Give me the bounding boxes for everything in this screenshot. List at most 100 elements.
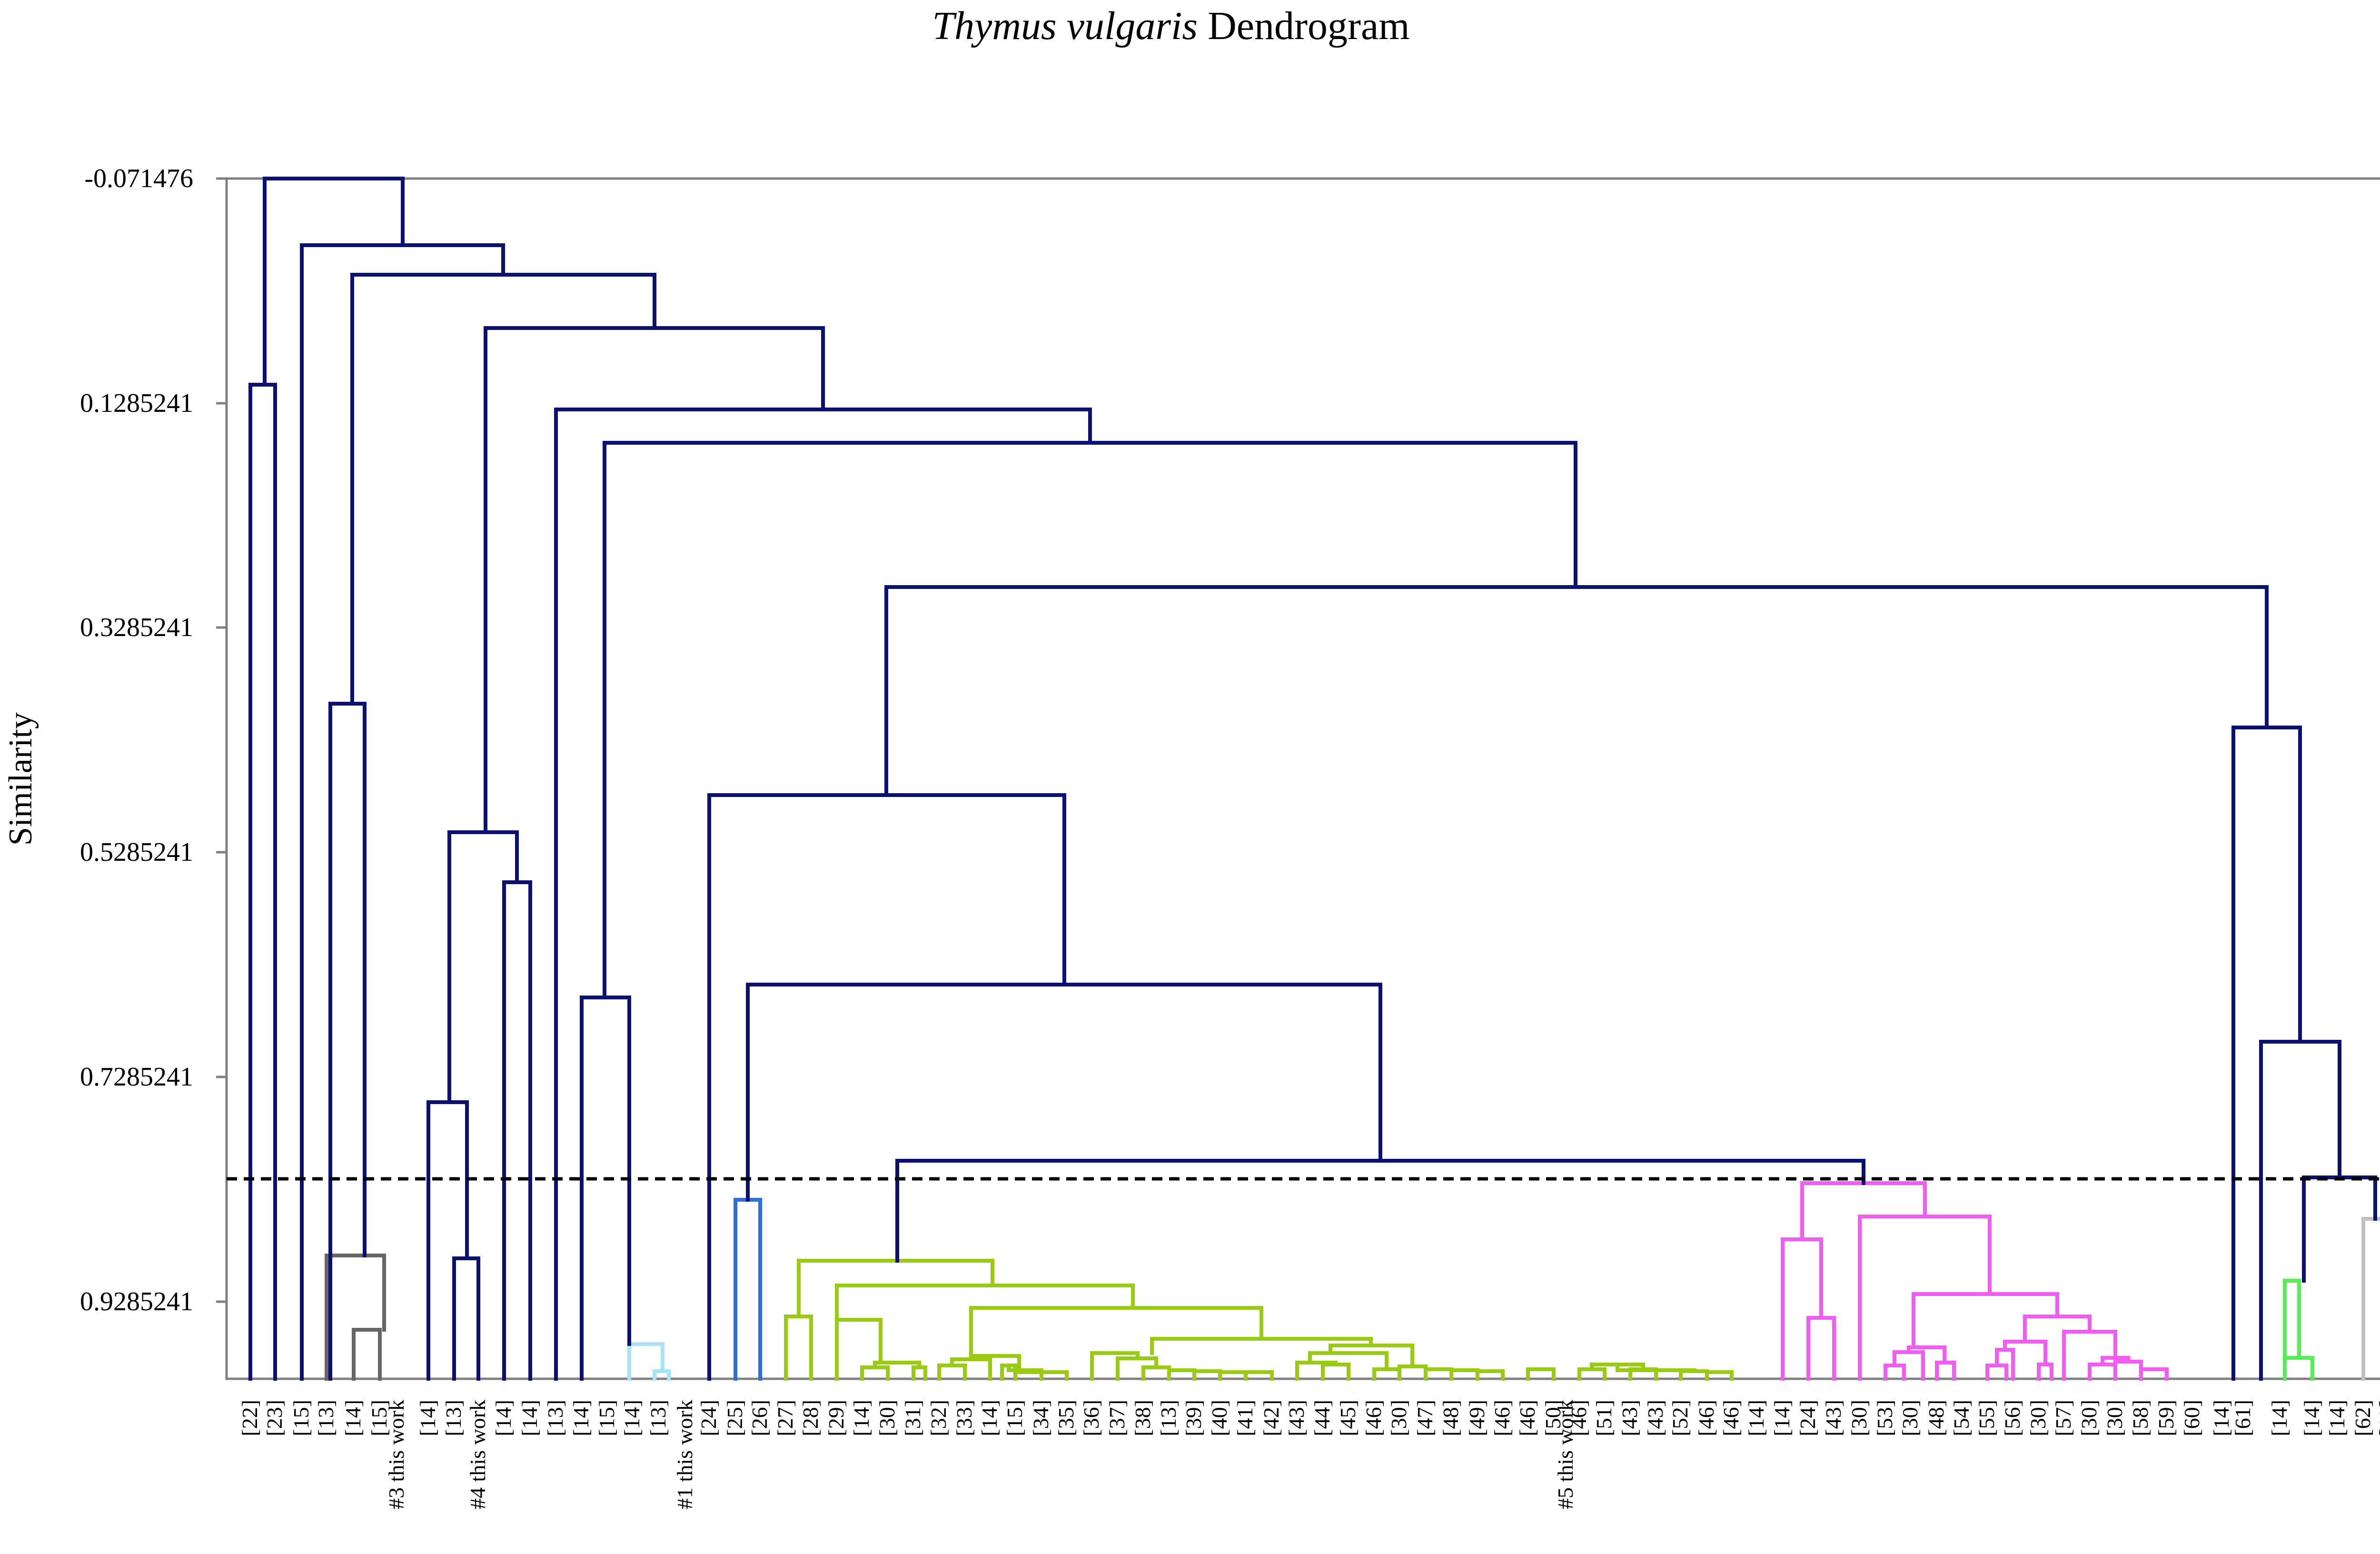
leaf-label: [14] [1744,1400,1768,1436]
leaf-label: [14] [341,1400,365,1436]
leaf-label: [58] [2128,1400,2152,1436]
leaf-label: [22] [238,1400,262,1436]
leaf-label: [46] [1515,1400,1539,1436]
leaf-label: [51] [1592,1400,1616,1436]
leaf-label: [33] [952,1400,976,1436]
leaf-label: [46] [1490,1400,1514,1436]
leaf-label: [14] [2267,1400,2291,1436]
leaf-label: [48] [1924,1400,1948,1436]
chart-title: Thymus vulgaris Dendrogram [0,0,2342,52]
leaf-label: [60] [2180,1400,2204,1436]
leaf-label: [37] [1105,1400,1129,1436]
leaf-label: [14] [569,1400,593,1436]
leaf-label: [40] [1207,1400,1231,1436]
leaf-label: [29] [824,1400,848,1436]
leaf-label: [24] [696,1400,721,1436]
leaf-label: [15] [367,1400,391,1436]
leaf-label: [14] [2300,1400,2324,1436]
leaf-label: [30] [875,1400,899,1436]
y-tick-label: 0.7285241 [80,1062,193,1092]
leaf-label: [57] [2051,1400,2075,1436]
leaf-label: [30] [2102,1400,2127,1436]
leaf-label: #1 this work [673,1400,697,1509]
leaf-label: [13] [543,1400,567,1436]
leaf-label: [30] [1387,1400,1411,1436]
chart-title-italic: Thymus vulgaris [932,4,1198,48]
y-tick-label: -0.071476 [84,164,193,193]
leaf-label: [14] [2325,1400,2349,1436]
leaf-label: [56] [2000,1400,2024,1436]
leaf-label: [43] [1617,1400,1642,1436]
leaf-label: [34] [1029,1400,1053,1436]
leaf-label: [28] [798,1400,823,1436]
leaf-label: [49] [1465,1400,1489,1436]
leaf-label: [46] [1567,1400,1591,1436]
leaf-label: [14] [977,1400,1002,1436]
leaf-label: [38] [1130,1400,1155,1436]
leaf-label: [13] [1156,1400,1180,1436]
leaf-label: [13] [441,1400,466,1436]
leaf-labels: [22] [23] [15] [13] [14] [15]#3 this work [14]… [238,1400,2380,1509]
leaf-label: [53] [1873,1400,1897,1436]
leaf-label: [27] [773,1400,797,1436]
leaf-label: #5 this work [1553,1400,1577,1509]
y-tick-label: 0.1285241 [80,388,193,418]
y-tick-label: 0.9285241 [80,1287,193,1316]
leaf-label: [36] [1079,1400,1103,1436]
leaf-label: [23] [262,1400,287,1436]
chart-title-rest: Dendrogram [1198,4,1410,48]
leaf-label: [59] [2154,1400,2178,1436]
leaf-label: [30] [1898,1400,1922,1436]
leaf-label: [55] [1974,1400,1999,1436]
leaf-label: [15] [595,1400,619,1436]
leaf-label: #4 this work [466,1400,490,1509]
leaf-label: [46] [1719,1400,1743,1436]
leaf-label: [13] [646,1400,670,1436]
leaf-label: [54] [1949,1400,1973,1436]
dendrogram-links [248,177,2380,1381]
leaf-label: [44] [1310,1400,1334,1436]
leaf-label: [14] [517,1400,542,1436]
leaf-label: [50] [1541,1400,1565,1436]
leaf-label: [30] [2077,1400,2101,1436]
leaf-label: [39] [1181,1400,1206,1436]
leaf-label: [52] [1668,1400,1692,1436]
leaf-label: [43] [1643,1400,1667,1436]
leaf-label: [45] [1336,1400,1360,1436]
leaf-label: [43] [1284,1400,1309,1436]
leaf-label: [43] [1821,1400,1845,1436]
y-tick-label: 0.3285241 [80,613,193,642]
leaf-label: [46] [1694,1400,1718,1436]
leaf-label: [14] [849,1400,873,1436]
leaf-label: [32] [926,1400,951,1436]
y-ticks: -0.071476 0.1285241 0.3285241 0.5285241 0.72… [80,164,227,1316]
leaf-label: [24] [1795,1400,1820,1436]
leaf-label: [30] [1847,1400,1871,1436]
leaf-label: [25] [723,1400,747,1436]
leaf-label: [42] [1259,1400,1283,1436]
leaf-label: [26] [747,1400,772,1436]
leaf-label: [15] [1002,1400,1027,1436]
leaf-label: [15] [289,1400,313,1436]
y-tick-label: 0.5285241 [80,837,193,867]
leaf-label: [61] [2231,1400,2255,1436]
leaf-label: [13] [314,1400,338,1436]
leaf-label: [48] [1438,1400,1463,1436]
leaf-label: [14] [2209,1400,2233,1436]
leaf-label: [62] [2350,1400,2375,1436]
leaf-label: [14] [1770,1400,1794,1436]
leaf-label: [14] [620,1400,644,1436]
leaf-label: [35] [1054,1400,1078,1436]
leaf-label: [14] [416,1400,440,1436]
leaf-label: [30] [2026,1400,2050,1436]
leaf-label: [63] [2375,1400,2380,1436]
leaf-label: [31] [901,1400,925,1436]
leaf-label: [46] [1361,1400,1386,1436]
leaf-label: [47] [1413,1400,1437,1436]
leaf-label: #3 this work [384,1400,408,1509]
leaf-label: [14] [491,1400,516,1436]
leaf-label: [41] [1233,1400,1257,1436]
y-axis-label: Similarity [2,712,39,846]
plot-frame [225,177,2380,1380]
